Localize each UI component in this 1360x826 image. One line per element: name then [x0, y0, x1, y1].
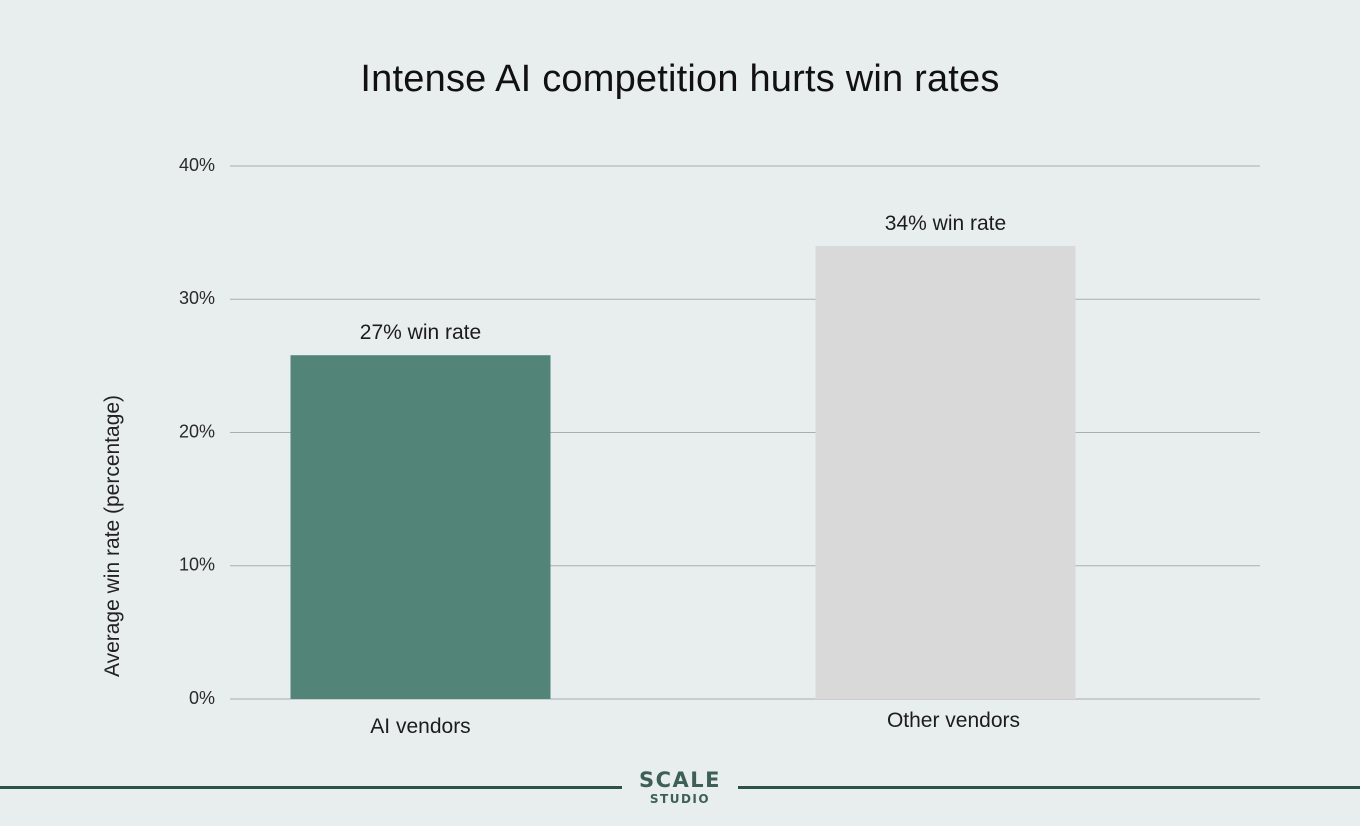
footer-divider-left: [0, 786, 622, 789]
y-axis-ticks: 0% 10% 20% 30% 40%: [179, 155, 215, 708]
brand-subname: STUDIO: [649, 792, 711, 806]
bar-value-label: 34% win rate: [885, 212, 1006, 235]
y-tick-label: 30%: [179, 288, 215, 308]
y-tick-label: 10%: [179, 555, 215, 575]
bars: [290, 245, 1076, 699]
brand-logo: SCALE STUDIO: [620, 768, 740, 806]
y-tick-label: 40%: [179, 155, 215, 175]
brand-name: SCALE: [638, 768, 721, 792]
footer-divider-right: [738, 786, 1360, 789]
y-tick-label: 0%: [189, 688, 215, 708]
bar-value-label: 27% win rate: [360, 321, 481, 344]
chart-title: Intense AI competition hurts win rates: [360, 58, 1000, 100]
x-category-label: AI vendors: [370, 715, 470, 738]
x-category-label: Other vendors: [887, 709, 1020, 732]
bar-ai-vendors: [290, 355, 551, 699]
bar-value-labels: 27% win rate 34% win rate: [360, 212, 1006, 344]
bar-other-vendors: [815, 245, 1076, 699]
x-axis-categories: AI vendors Other vendors: [370, 709, 1020, 738]
y-tick-label: 20%: [179, 421, 215, 441]
